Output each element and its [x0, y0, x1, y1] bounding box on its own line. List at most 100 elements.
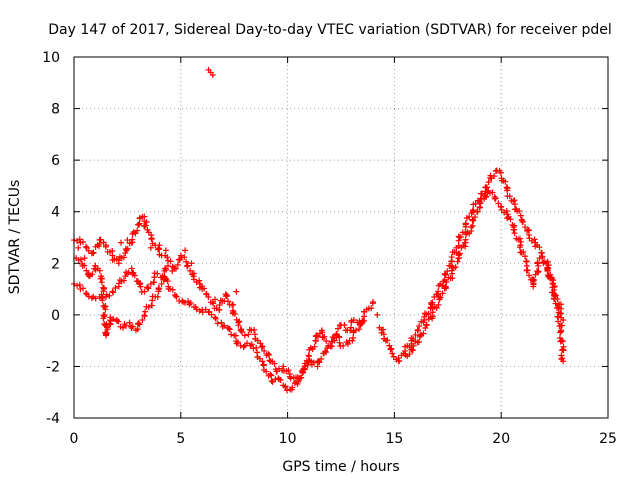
- afternoon-upper-point: [558, 337, 565, 344]
- upper-track-point: [285, 367, 292, 374]
- lower-early-track-point: [139, 317, 146, 324]
- afternoon-upper-point: [456, 250, 463, 257]
- afternoon-upper-point: [554, 313, 561, 320]
- middle-track-point: [253, 344, 260, 351]
- x-tick-label: 15: [385, 431, 403, 447]
- afternoon-upper-point: [519, 218, 526, 225]
- lower-early-track-point: [97, 275, 104, 282]
- scattered-early-point: [81, 255, 88, 262]
- y-tick-labels: -4 -2 0 2 4 6 8 10: [42, 50, 60, 427]
- afternoon-rise-point: [442, 271, 449, 278]
- afternoon-rise-point: [389, 350, 396, 357]
- lower-early-track-point: [98, 279, 105, 286]
- upper-track-point: [120, 254, 127, 261]
- x-tick-label: 25: [599, 431, 617, 447]
- lower-early-track-point: [126, 319, 133, 326]
- middle-track-point: [352, 327, 359, 334]
- middle-track-point: [208, 311, 215, 318]
- middle-track-point: [240, 343, 247, 350]
- upper-track-point: [142, 222, 149, 229]
- upper-track-point: [181, 254, 188, 261]
- scattered-early-point: [75, 244, 82, 251]
- upper-track-point: [341, 321, 348, 328]
- afternoon-rise-point: [489, 189, 496, 196]
- x-tick-label: 20: [492, 431, 510, 447]
- upper-track-point: [254, 337, 261, 344]
- afternoon-rise-point: [444, 268, 451, 275]
- afternoon-upper-point: [454, 258, 461, 265]
- middle-track-point: [234, 339, 241, 346]
- scattered-early-point: [169, 268, 176, 275]
- upper-track-point: [187, 267, 194, 274]
- afternoon-upper-point: [559, 347, 566, 354]
- middle-track-point: [267, 371, 274, 378]
- afternoon-upper-point: [549, 284, 556, 291]
- afternoon-rise-point: [384, 337, 391, 344]
- upper-track-point: [311, 343, 318, 350]
- afternoon-upper-point: [491, 173, 498, 180]
- afternoon-upper-point: [469, 222, 476, 229]
- scattered-early-point: [117, 239, 124, 246]
- upper-track-point: [347, 324, 354, 331]
- afternoon-rise-point: [495, 200, 502, 207]
- middle-track-point: [137, 283, 144, 290]
- middle-track-point: [289, 384, 296, 391]
- lower-early-track-point: [77, 256, 84, 263]
- afternoon-rise-point: [440, 278, 447, 285]
- lower-early-track-point: [103, 330, 110, 337]
- lower-early-track-point: [99, 297, 106, 304]
- afternoon-rise-point: [524, 267, 531, 274]
- afternoon-rise-point: [457, 234, 464, 241]
- afternoon-upper-point: [502, 178, 509, 185]
- upper-track-point: [320, 334, 327, 341]
- afternoon-upper-point: [406, 351, 413, 358]
- middle-track-point: [110, 289, 117, 296]
- middle-track-point: [336, 339, 343, 346]
- scattered-early-point: [162, 247, 169, 254]
- upper-track-point: [196, 277, 203, 284]
- afternoon-rise-point: [510, 226, 517, 233]
- middle-track-point: [79, 285, 86, 292]
- middle-track-point: [141, 288, 148, 295]
- afternoon-rise-point: [380, 326, 387, 333]
- scattered-early-point: [374, 311, 381, 318]
- isolated-cluster-point: [209, 72, 216, 79]
- middle-track-point: [244, 340, 251, 347]
- upper-track-point: [216, 301, 223, 308]
- upper-track-point: [79, 238, 86, 245]
- afternoon-upper-point: [552, 300, 559, 307]
- middle-track-point: [283, 387, 290, 394]
- afternoon-upper-point: [484, 184, 491, 191]
- plot-frame: [73, 56, 609, 419]
- middle-track-point: [358, 320, 365, 327]
- data-points: [71, 66, 567, 394]
- lower-early-track-point: [115, 318, 122, 325]
- upper-track-point: [230, 301, 237, 308]
- afternoon-upper-point: [410, 342, 417, 349]
- lower-early-track-point: [102, 329, 109, 336]
- lower-early-track-point: [134, 326, 141, 333]
- middle-track-point: [226, 325, 233, 332]
- axis-ticks: [73, 56, 609, 419]
- lower-early-track-point: [156, 285, 163, 292]
- upper-track-point: [83, 244, 90, 251]
- upper-track-point: [368, 305, 375, 312]
- afternoon-upper-point: [555, 318, 562, 325]
- afternoon-upper-point: [559, 355, 566, 362]
- middle-track-point: [169, 286, 176, 293]
- afternoon-upper-point: [559, 338, 566, 345]
- afternoon-upper-point: [539, 253, 546, 260]
- upper-track-point: [305, 352, 312, 359]
- afternoon-upper-point: [468, 224, 475, 231]
- afternoon-upper-point: [504, 187, 511, 194]
- upper-track-point: [276, 365, 283, 372]
- scattered-early-point: [211, 296, 218, 303]
- upper-track-point: [203, 290, 210, 297]
- middle-track-point: [359, 319, 366, 326]
- middle-track-point: [329, 334, 336, 341]
- upper-track-point: [251, 326, 258, 333]
- upper-track-point: [102, 243, 109, 250]
- upper-track-point: [174, 261, 181, 268]
- afternoon-upper-point: [417, 332, 424, 339]
